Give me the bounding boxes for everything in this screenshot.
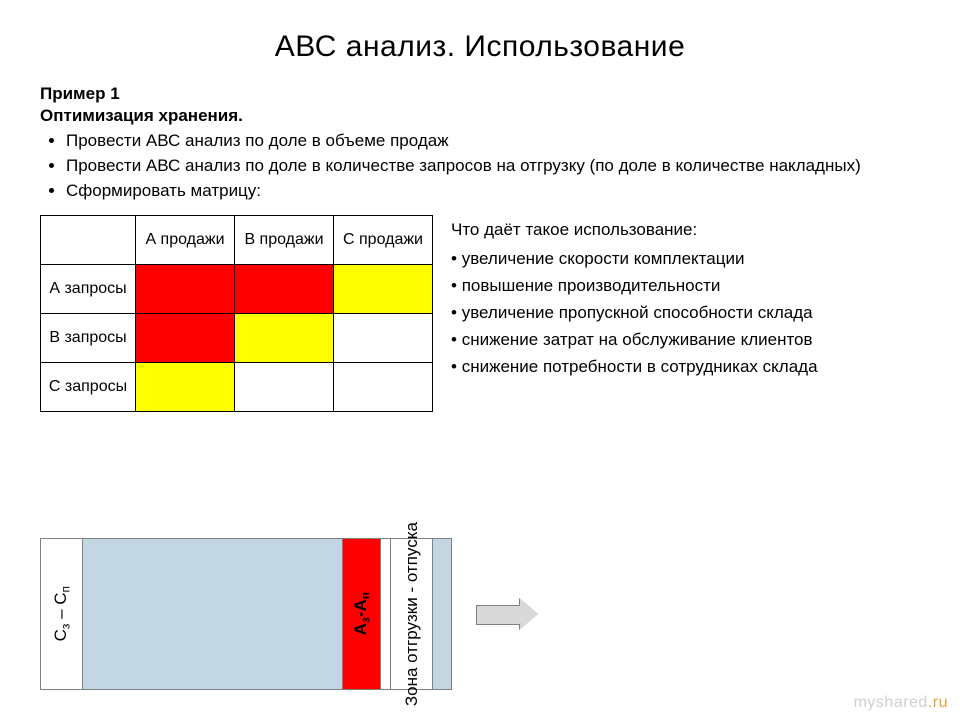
benefit-text: повышение производительности: [462, 276, 721, 295]
content-row: А продажи В продажи С продажи А запросы …: [40, 211, 920, 412]
row-header: А запросы: [41, 264, 136, 313]
row-header: В запросы: [41, 313, 136, 362]
segment-label: Cз – Cп: [51, 586, 72, 641]
matrix-cell: [334, 313, 433, 362]
benefit-item: • увеличение пропускной способности скла…: [451, 302, 818, 325]
matrix-row: В запросы: [41, 313, 433, 362]
segment-label: Зона отгрузки - отпуска: [402, 522, 422, 706]
matrix-cell: [136, 313, 235, 362]
benefit-item: • повышение производительности: [451, 275, 818, 298]
matrix-cell: [334, 362, 433, 411]
warehouse-segment-a: Aз-Aп: [343, 539, 381, 689]
matrix-cell: [235, 313, 334, 362]
matrix-cell: [235, 362, 334, 411]
matrix-header-row: А продажи В продажи С продажи: [41, 215, 433, 264]
col-header: А продажи: [136, 215, 235, 264]
watermark-text: myshared: [854, 694, 928, 711]
col-header: В продажи: [235, 215, 334, 264]
arrow-icon: [476, 599, 538, 629]
benefit-item: • снижение потребности в сотрудниках скл…: [451, 356, 818, 379]
segment-label: Aз-Aп: [351, 592, 372, 635]
slide-title: АВС анализ. Использование: [40, 30, 920, 64]
benefit-text: увеличение скорости комплектации: [462, 249, 745, 268]
benefit-text: увеличение пропускной способности склада: [462, 303, 813, 322]
benefit-text: снижение затрат на обслуживание клиентов: [462, 330, 813, 349]
instruction-list: Провести АВС анализ по доле в объеме про…: [40, 130, 920, 203]
benefits-header: Что даёт такое использование:: [451, 219, 818, 242]
benefit-item: • снижение затрат на обслуживание клиент…: [451, 329, 818, 352]
benefits-block: Что даёт такое использование: • увеличен…: [451, 215, 818, 383]
benefit-text: снижение потребности в сотрудниках склад…: [462, 357, 818, 376]
matrix-cell: [136, 362, 235, 411]
benefit-item: • увеличение скорости комплектации: [451, 248, 818, 271]
warehouse-segment-z: Зона отгрузки - отпуска: [391, 539, 433, 689]
matrix-row: А запросы: [41, 264, 433, 313]
col-header: С продажи: [334, 215, 433, 264]
slide-root: АВС анализ. Использование Пример 1 Оптим…: [0, 0, 960, 720]
warehouse-segment-gap2: [433, 539, 451, 689]
row-header: С запросы: [41, 362, 136, 411]
bullet-item: Сформировать матрицу:: [66, 180, 920, 203]
watermark-accent: .ru: [928, 694, 948, 711]
matrix-row: С запросы: [41, 362, 433, 411]
matrix-cell: [235, 264, 334, 313]
bullet-item: Провести АВС анализ по доле в объеме про…: [66, 130, 920, 153]
abc-matrix: А продажи В продажи С продажи А запросы …: [40, 215, 433, 412]
matrix-corner: [41, 215, 136, 264]
example-label: Пример 1: [40, 84, 920, 104]
warehouse-segment-mid: [83, 539, 343, 689]
warehouse-segment-c: Cз – Cп: [41, 539, 83, 689]
warehouse-diagram: Cз – Cп Aз-Aп Зона отгрузки - отпуска: [40, 538, 538, 690]
bullet-item: Провести АВС анализ по доле в количестве…: [66, 155, 920, 178]
matrix-cell: [334, 264, 433, 313]
warehouse-layout: Cз – Cп Aз-Aп Зона отгрузки - отпуска: [40, 538, 452, 690]
warehouse-segment-gap1: [381, 539, 391, 689]
matrix-cell: [136, 264, 235, 313]
section-label: Оптимизация хранения.: [40, 106, 920, 126]
watermark: myshared.ru: [854, 694, 948, 712]
